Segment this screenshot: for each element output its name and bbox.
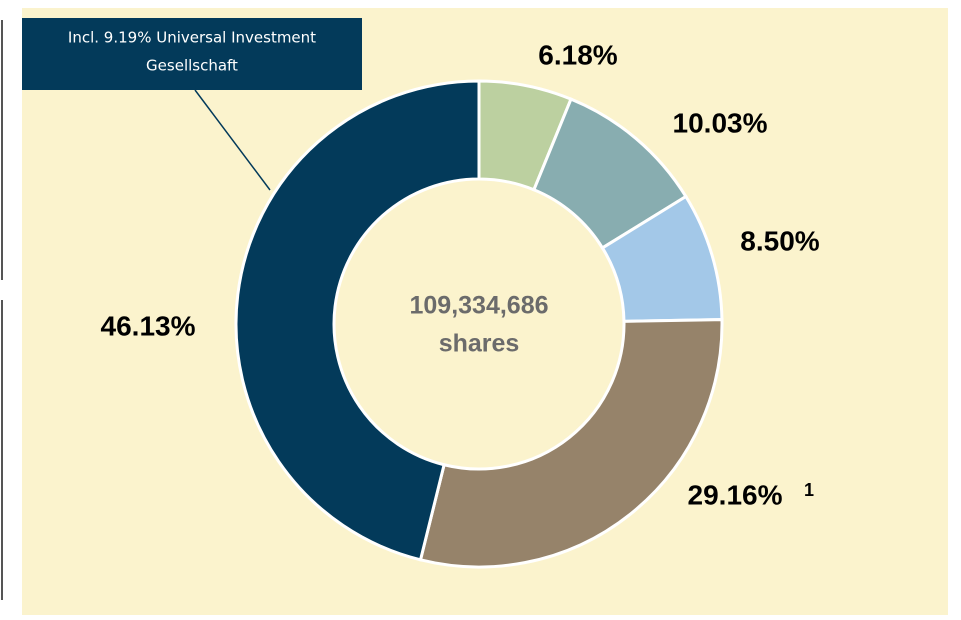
callout-text: Incl. 9.19% Universal Investment bbox=[68, 29, 316, 47]
callout-text: Gesellschaft bbox=[146, 57, 238, 75]
footnote-mark: 1 bbox=[804, 480, 814, 500]
donut bbox=[234, 79, 724, 569]
value-label: 46.13% bbox=[101, 310, 196, 341]
center-text: shares bbox=[439, 330, 520, 358]
center-text: 109,334,686 bbox=[409, 292, 548, 320]
value-label: 8.50% bbox=[740, 225, 819, 256]
value-label: 29.16% bbox=[688, 479, 783, 510]
value-label: 10.03% bbox=[673, 107, 768, 138]
callout-box bbox=[22, 18, 362, 90]
callout-line bbox=[194, 89, 271, 191]
value-label: 6.18% bbox=[538, 39, 617, 70]
slice bbox=[418, 318, 724, 569]
slice bbox=[234, 79, 481, 562]
